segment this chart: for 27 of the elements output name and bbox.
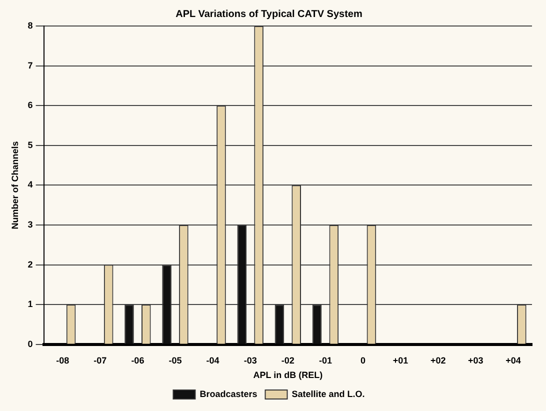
y-tick-label: 8 — [28, 20, 33, 30]
x-tick-label: -05 — [168, 355, 182, 366]
x-tick-label: +04 — [506, 355, 521, 366]
y-axis-title: Number of Channels — [10, 141, 20, 230]
legend-label: Broadcasters — [200, 388, 258, 399]
y-tick-label: 3 — [28, 219, 33, 230]
x-tick-label: -08 — [56, 355, 70, 366]
y-tick-label: 0 — [28, 338, 33, 349]
y-tick-label: 5 — [28, 140, 33, 150]
y-tick-label: 7 — [28, 60, 33, 70]
chart-title: APL Variations of Typical CATV System — [176, 8, 362, 20]
x-tick-label: -02 — [281, 355, 294, 366]
x-tick-label: -04 — [206, 355, 220, 366]
y-tick-label: 1 — [28, 299, 33, 310]
x-axis-title: APL in dB (REL) — [253, 370, 323, 380]
x-tick-label: -07 — [94, 355, 107, 366]
y-tick-label: 6 — [28, 100, 33, 110]
y-tick-label: 4 — [28, 180, 33, 190]
x-tick-label: -06 — [131, 355, 144, 366]
x-tick-label: 0 — [360, 355, 366, 366]
y-tick-label: 2 — [28, 259, 33, 270]
x-tick-label: -03 — [244, 355, 257, 366]
x-tick-label: +01 — [392, 355, 408, 366]
x-tick-label: +02 — [430, 355, 446, 366]
legend-label: Satellite and L.O. — [292, 388, 365, 399]
x-tick-label: -01 — [318, 355, 332, 366]
x-tick-label: +03 — [468, 355, 484, 366]
